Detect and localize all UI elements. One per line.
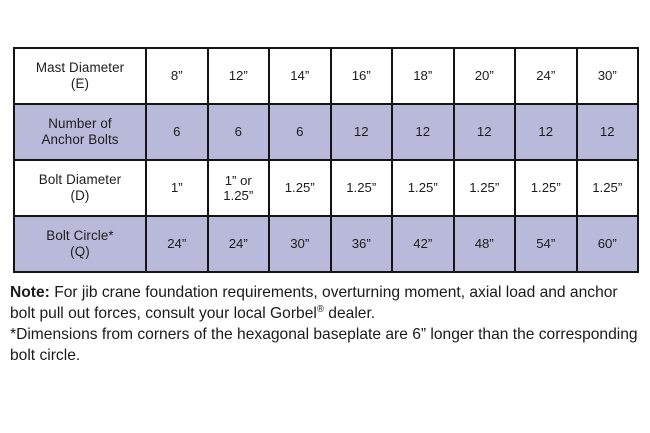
row-label-line-1: Mast Diameter [35,60,125,76]
cell-bolt-circle-3: 30” [268,215,332,273]
row-label-line-2: (D) [70,188,90,203]
cell-mast-diameter-6: 20” [452,47,516,105]
note-body-part-1: For jib crane foundation requirements, o… [10,284,618,322]
cell-bolt-circle-8: 60” [575,215,639,273]
cell-anchor-bolt-count-5: 12 [391,103,455,161]
row-label-bolt-circle: Bolt Circle* (Q) [13,215,147,273]
row-label-line-2: Anchor Bolts [41,132,119,147]
cell-anchor-bolt-count-8: 12 [575,103,639,161]
cell-bolt-diameter-5: 1.25” [391,159,455,217]
cell-bolt-diameter-1: 1” [145,159,209,217]
cell-bolt-diameter-3: 1.25” [268,159,332,217]
note-label: Note: [10,284,50,301]
cell-bolt-circle-1: 24” [145,215,209,273]
cell-bolt-diameter-2: 1” or 1.25” [206,159,270,217]
cell-bolt-diameter-8: 1.25” [575,159,639,217]
notes-block: Note: For jib crane foundation requireme… [10,283,646,367]
cell-anchor-bolt-count-6: 12 [452,103,516,161]
table-row-anchor-bolt-count: Number of Anchor Bolts 6 6 6 12 12 12 12… [13,103,639,161]
cell-mast-diameter-5: 18” [391,47,455,105]
cell-bolt-diameter-4: 1.25” [329,159,393,217]
row-label-line-2: (E) [70,76,90,91]
footnote-paragraph: *Dimensions from corners of the hexagona… [10,325,638,364]
cell-bolt-diameter-7: 1.25” [514,159,578,217]
foundation-requirements-table: Mast Diameter (E) 8” 12” 14” 16” 18” 20”… [13,47,639,273]
cell-bolt-circle-6: 48” [452,215,516,273]
row-label-anchor-bolt-count: Number of Anchor Bolts [13,103,147,161]
table-row-bolt-circle: Bolt Circle* (Q) 24” 24” 30” 36” 42” 48”… [13,215,639,273]
cell-bolt-circle-5: 42” [391,215,455,273]
table-row-mast-diameter: Mast Diameter (E) 8” 12” 14” 16” 18” 20”… [13,47,639,105]
row-label-bolt-diameter: Bolt Diameter (D) [13,159,147,217]
cell-bolt-diameter-6: 1.25” [452,159,516,217]
cell-mast-diameter-3: 14” [268,47,332,105]
note-body-part-2: dealer. [323,304,376,322]
foundation-table-container: Mast Diameter (E) 8” 12” 14” 16” 18” 20”… [13,47,639,273]
cell-bolt-circle-4: 36” [329,215,393,273]
note-paragraph: Note: For jib crane foundation requireme… [10,283,646,325]
cell-mast-diameter-7: 24” [514,47,578,105]
cell-anchor-bolt-count-1: 6 [145,103,209,161]
row-label-line-1: Bolt Diameter [38,172,122,188]
cell-anchor-bolt-count-2: 6 [206,103,270,161]
cell-mast-diameter-1: 8” [145,47,209,105]
cell-anchor-bolt-count-3: 6 [268,103,332,161]
cell-bolt-circle-2: 24” [206,215,270,273]
cell-anchor-bolt-count-4: 12 [329,103,393,161]
cell-anchor-bolt-count-7: 12 [514,103,578,161]
row-label-line-2: (Q) [70,244,90,259]
cell-mast-diameter-4: 16” [329,47,393,105]
table-body: Mast Diameter (E) 8” 12” 14” 16” 18” 20”… [13,47,639,273]
cell-bolt-circle-7: 54” [514,215,578,273]
cell-mast-diameter-2: 12” [206,47,270,105]
registered-trademark-icon: ® [316,303,324,315]
row-label-line-1: Bolt Circle* [46,228,114,244]
cell-mast-diameter-8: 30” [575,47,639,105]
table-row-bolt-diameter: Bolt Diameter (D) 1” 1” or 1.25” 1.25” 1.… [13,159,639,217]
row-label-line-1: Number of [48,116,112,132]
row-label-mast-diameter: Mast Diameter (E) [13,47,147,105]
